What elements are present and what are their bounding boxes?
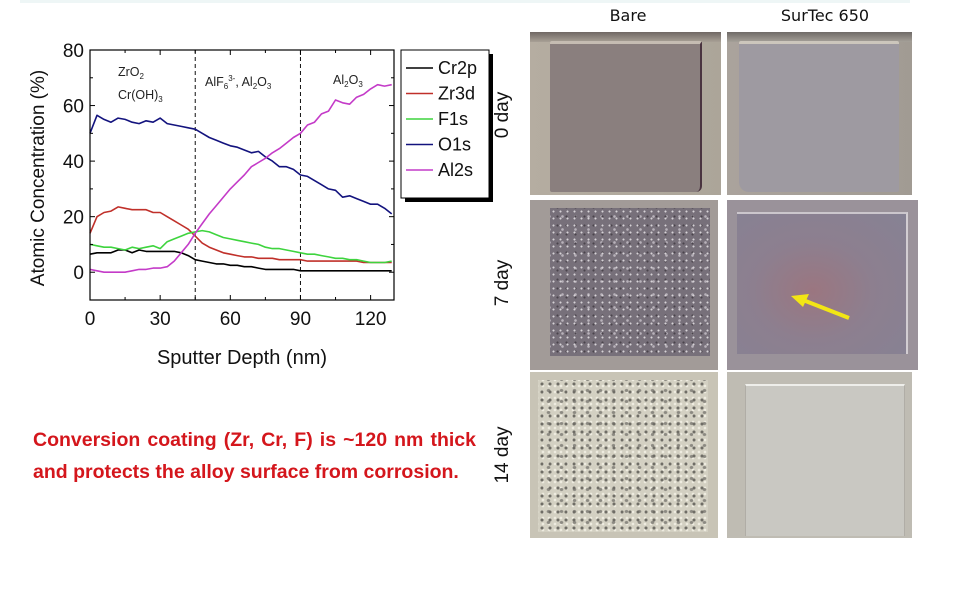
chart-legend: Cr2p Zr3d F1s O1s Al2s: [400, 49, 493, 202]
conclusion-caption: Conversion coating (Zr, Cr, F) is ~120 n…: [33, 429, 476, 483]
photo-surtec-14-day: [727, 372, 912, 538]
x-tick-label: 90: [290, 309, 311, 330]
y-tick-label: 80: [63, 41, 84, 62]
legend-label: Al2s: [438, 160, 473, 180]
annotation-croh3: Cr(OH)3: [118, 88, 163, 104]
y-tick-label: 0: [73, 263, 84, 284]
annotation-al2o3: Al2O3: [333, 73, 363, 89]
legend-label: O1s: [438, 135, 471, 155]
y-tick-label: 60: [63, 97, 84, 118]
sample-coupon: [739, 41, 899, 192]
axis-ticks: 0 20 40 60 80 0 30 60 90 120: [63, 41, 394, 330]
legend-label: Cr2p: [438, 58, 477, 78]
plot-area: [89, 49, 395, 301]
photo-bare-7-day: [530, 200, 718, 370]
column-header-surtec-650: SurTec 650: [780, 6, 870, 25]
row-label-14-day: 14 day: [492, 426, 513, 484]
plot-frame: [89, 49, 395, 301]
x-tick-label: 60: [220, 309, 241, 330]
sample-coupon-corroded: [538, 380, 708, 532]
chart-svg: Atomic Concentration (%) Sputter Depth (…: [28, 41, 493, 369]
yellow-arrow-icon: [791, 294, 850, 320]
row-label-7-day: 7 day: [492, 259, 513, 307]
sample-coupon: [745, 384, 905, 536]
sample-coupon: [737, 212, 908, 354]
x-tick-label: 0: [85, 309, 96, 330]
series-cr2p: [89, 249, 392, 272]
series-o1s: [89, 114, 393, 215]
top-border: [20, 0, 910, 3]
photo-bare-14-day: [530, 372, 718, 538]
sample-coupon: [550, 41, 702, 192]
y-tick-label: 40: [63, 152, 84, 173]
series-zr3d: [89, 206, 392, 264]
annotation-alf6-al2o3: AlF63-, Al2O3: [205, 74, 272, 91]
column-header-bare: Bare: [609, 6, 647, 25]
series-al2s: [89, 83, 392, 274]
annotation-zro2: ZrO2: [118, 65, 145, 81]
series-f1s: [89, 229, 392, 264]
x-axis-label: Sputter Depth (nm): [157, 347, 327, 369]
photo-surtec-7-day: [727, 200, 918, 370]
row-label-0-day: 0 day: [492, 91, 513, 139]
x-tick-label: 120: [355, 309, 387, 330]
y-tick-label: 20: [63, 208, 84, 229]
legend-label: Zr3d: [438, 84, 475, 104]
legend-label: F1s: [438, 109, 468, 129]
photo-bare-0-day: [530, 32, 721, 195]
y-axis-label: Atomic Concentration (%): [28, 70, 49, 286]
photo-surtec-0-day: [727, 32, 912, 195]
sample-coupon-pitted: [550, 208, 710, 356]
xps-depth-profile-chart: Atomic Concentration (%) Sputter Depth (…: [0, 30, 540, 380]
x-tick-label: 30: [150, 309, 171, 330]
